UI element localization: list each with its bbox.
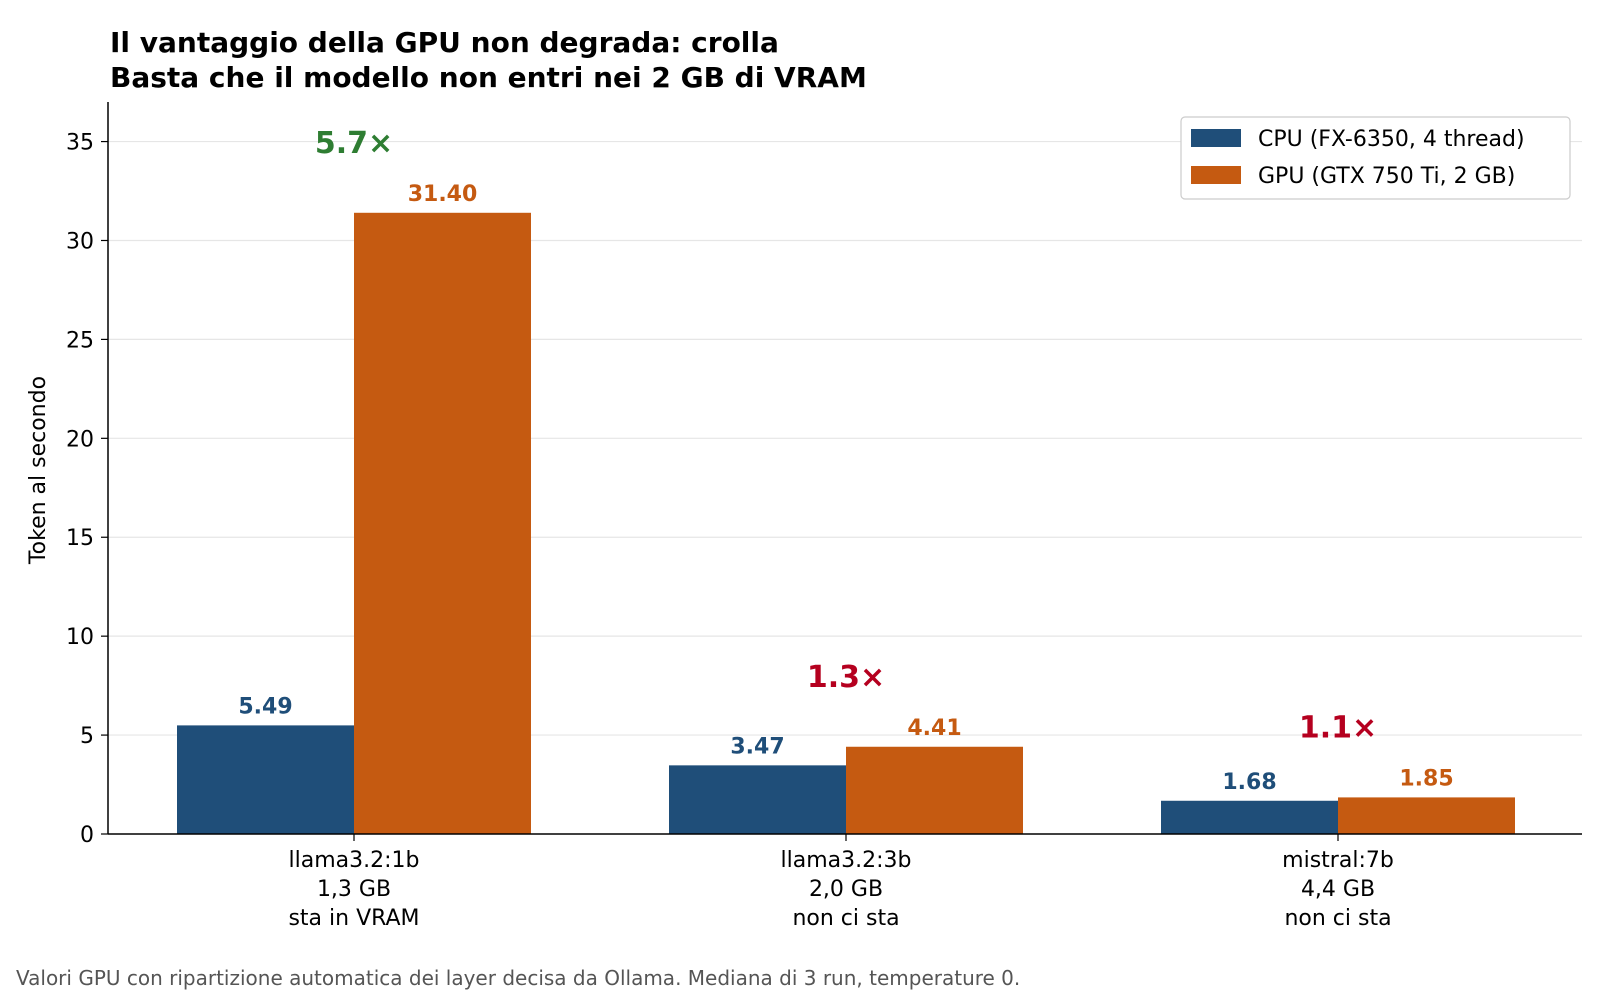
bar-value-label: 1.68	[1222, 770, 1276, 795]
x-category-label: llama3.2:1b	[289, 848, 420, 873]
gpu-bar	[354, 212, 531, 834]
y-axis-label: Token al secondo	[26, 376, 51, 565]
gridlines	[108, 140, 1582, 736]
y-tick-label: 15	[66, 526, 94, 551]
cpu-bar	[1161, 800, 1338, 834]
bar-value-label: 1.85	[1399, 766, 1453, 791]
x-category-label: sta in VRAM	[288, 906, 419, 931]
cpu-bar	[177, 725, 354, 834]
gpu-bar	[1338, 797, 1515, 834]
y-tick-label: 5	[80, 724, 94, 749]
y-tick-label: 20	[66, 427, 94, 452]
cpu-bar	[669, 765, 846, 834]
chart-title-line-1: Il vantaggio della GPU non degrada: crol…	[110, 26, 779, 59]
legend-frame	[1180, 116, 1571, 200]
value-labels: 5.49 3.47 1.68 31.40 4.41 1.85 5.7× 1.3× 1.1×	[238, 126, 1453, 795]
x-category-label: 4,4 GB	[1301, 877, 1375, 902]
speedup-annotation: 1.1×	[1299, 710, 1377, 745]
speedup-annotation: 5.7×	[315, 126, 393, 161]
x-category-label: mistral:7b	[1282, 848, 1394, 873]
footnote: Valori GPU con ripartizione automatica d…	[16, 966, 1021, 990]
y-tick-label: 10	[66, 625, 94, 650]
bar-value-label: 31.40	[408, 182, 478, 207]
y-tick-label: 30	[66, 229, 94, 254]
legend-swatch	[1191, 129, 1241, 147]
bar-value-label: 4.41	[907, 716, 961, 741]
legend-swatch	[1191, 166, 1241, 184]
x-category-label: llama3.2:3b	[781, 848, 912, 873]
axes: 0 5 10 15 20 25 30 35 llama3.2:1b 1,3 GB sta in VR…	[66, 102, 1582, 931]
bar-value-label: 5.49	[238, 694, 292, 719]
x-category-label: 2,0 GB	[809, 877, 883, 902]
legend-entry-label: GPU (GTX 750 Ti, 2 GB)	[1258, 164, 1515, 189]
x-category-label: 1,3 GB	[317, 877, 391, 902]
x-category-label: non ci sta	[792, 906, 899, 931]
y-tick-label: 0	[80, 823, 94, 848]
speedup-annotation: 1.3×	[807, 660, 885, 695]
chart-title-line-2: Basta che il modello non entri nei 2 GB …	[110, 61, 867, 94]
legend-entry-label: CPU (FX-6350, 4 thread)	[1258, 127, 1525, 152]
y-tick-label: 25	[66, 328, 94, 353]
x-category-label: non ci sta	[1284, 906, 1391, 931]
bar-value-label: 3.47	[730, 734, 784, 759]
y-tick-label: 35	[66, 131, 94, 156]
chart-title: Il vantaggio della GPU non degrada: crol…	[110, 26, 867, 94]
bars	[177, 212, 1515, 834]
gpu-bar	[846, 746, 1023, 834]
legend: CPU (FX-6350, 4 thread) GPU (GTX 750 Ti, …	[1180, 116, 1571, 200]
